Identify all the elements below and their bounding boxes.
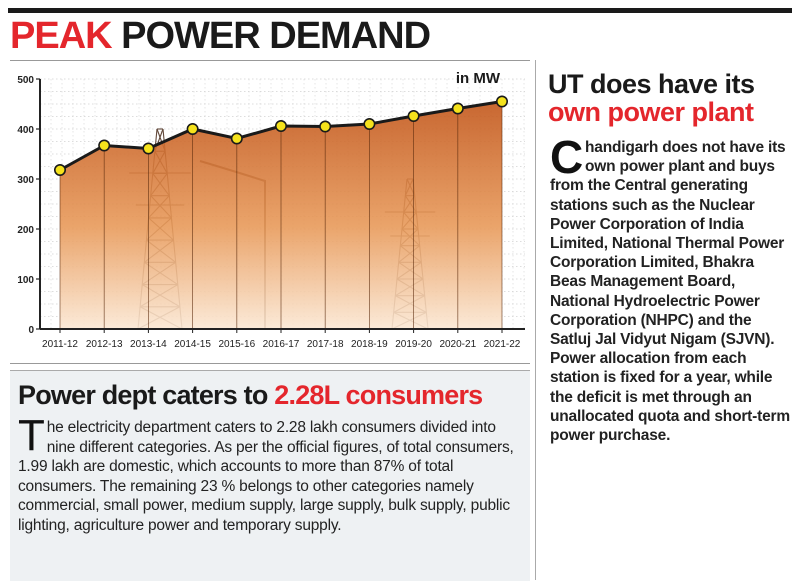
x-tick-label: 2021-22 bbox=[484, 339, 521, 350]
y-tick-label: 200 bbox=[17, 225, 34, 236]
bottom-story-text: he electricity department caters to 2.28… bbox=[18, 419, 514, 534]
data-point bbox=[319, 120, 332, 133]
y-tick-label: 400 bbox=[17, 125, 34, 136]
x-tick-label: 2018-19 bbox=[351, 339, 388, 350]
data-point bbox=[142, 142, 155, 155]
top-rule bbox=[8, 8, 792, 13]
x-tick-label: 2015-16 bbox=[218, 339, 255, 350]
side-headline-line2: own power plant bbox=[548, 97, 754, 127]
bottom-story-headline: Power dept caters to 2.28L consumers bbox=[18, 380, 483, 410]
data-point bbox=[363, 117, 376, 130]
column-divider bbox=[535, 60, 536, 580]
y-tick-label: 100 bbox=[17, 275, 34, 286]
data-point bbox=[495, 95, 508, 108]
y-tick-labels: 0 100 200 300 400 500 bbox=[17, 75, 40, 336]
data-point bbox=[451, 102, 464, 115]
data-point bbox=[98, 139, 111, 152]
data-point bbox=[230, 132, 243, 145]
title-rest: POWER DEMAND bbox=[121, 15, 431, 57]
x-tick-label: 2017-18 bbox=[307, 339, 344, 350]
y-tick-label: 300 bbox=[17, 175, 34, 186]
drop-lines bbox=[59, 101, 503, 329]
x-tick-label: 2020-21 bbox=[439, 339, 476, 350]
y-tick-label: 0 bbox=[28, 325, 34, 336]
bottom-dropcap: T bbox=[18, 411, 45, 460]
x-tick-labels: 2011-12 2012-13 2013-14 2014-15 2015-16 2016-… bbox=[42, 329, 521, 350]
unit-label: in MW bbox=[456, 70, 501, 87]
data-points bbox=[53, 95, 508, 177]
y-tick-label: 500 bbox=[17, 75, 34, 86]
chart-panel: 0 100 200 300 400 500 2011-12 2012-13 2013-14 20… bbox=[10, 60, 530, 364]
x-tick-label: 2019-20 bbox=[395, 339, 432, 350]
data-point bbox=[407, 109, 420, 122]
bottom-story-panel bbox=[10, 370, 530, 581]
page-title: PEAK POWER DEMAND bbox=[10, 14, 431, 58]
x-tick-label: 2013-14 bbox=[130, 339, 167, 350]
data-point bbox=[274, 119, 287, 132]
x-tick-label: 2012-13 bbox=[86, 339, 123, 350]
x-tick-label: 2011-12 bbox=[42, 339, 78, 350]
bottom-headline-part2: 2.28L consumers bbox=[274, 380, 483, 410]
chart-axes bbox=[39, 79, 525, 330]
bottom-headline-part1: Power dept caters to bbox=[18, 380, 275, 410]
x-tick-label: 2016-17 bbox=[263, 339, 300, 350]
side-story-headline: UT does have its own power plant bbox=[548, 70, 755, 126]
data-point bbox=[53, 164, 66, 177]
data-point bbox=[186, 122, 199, 135]
side-dropcap: C bbox=[550, 131, 584, 183]
x-tick-label: 2014-15 bbox=[174, 339, 211, 350]
side-headline-line1: UT does have its bbox=[548, 69, 755, 99]
title-accent: PEAK bbox=[10, 15, 113, 57]
side-story-text: handigarh does not have its own power pl… bbox=[550, 139, 790, 445]
